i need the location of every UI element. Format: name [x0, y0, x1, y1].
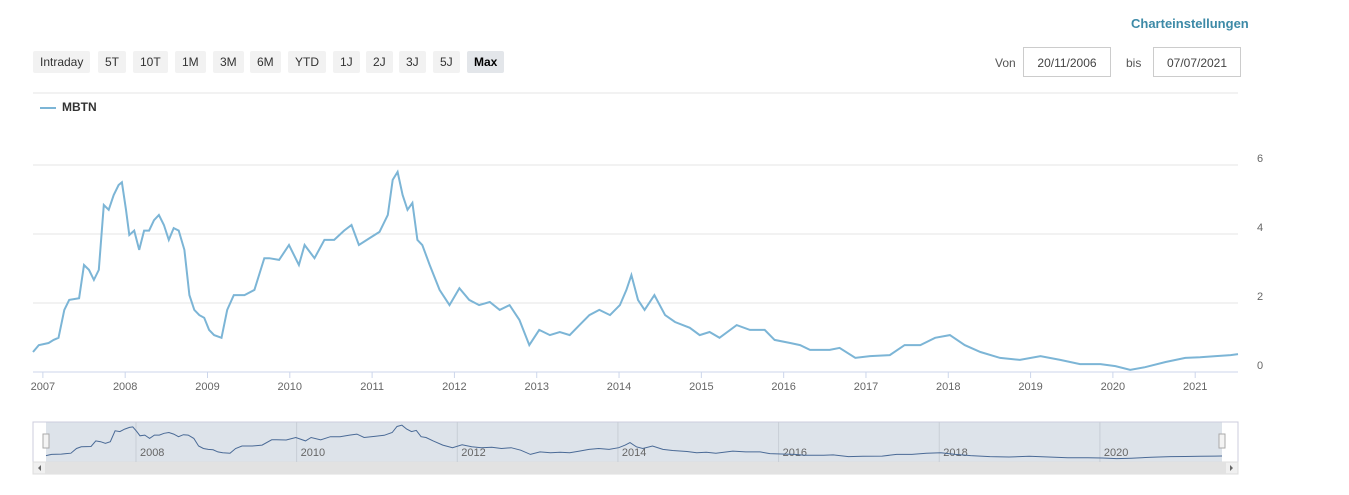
x-tick-label: 2014 — [607, 381, 631, 393]
range-button[interactable]: 1J — [333, 51, 360, 73]
navigator-tick-label: 2020 — [1104, 447, 1128, 459]
navigator-line — [45, 424, 1223, 460]
navigator-tick-label: 2008 — [140, 447, 164, 459]
navigator-tick-label: 2018 — [943, 447, 967, 459]
x-tick-label: 2007 — [31, 381, 55, 393]
range-button[interactable]: 3M — [213, 51, 244, 73]
settings-link[interactable]: Charteinstellungen — [1131, 16, 1249, 31]
range-button[interactable]: Max — [467, 51, 505, 73]
range-button[interactable]: Intraday — [33, 51, 91, 73]
x-tick-label: 2009 — [195, 381, 219, 393]
range-button[interactable]: 5T — [98, 51, 127, 73]
to-label: bis — [1126, 56, 1142, 70]
range-button[interactable]: 1M — [175, 51, 206, 73]
navigator-window[interactable] — [46, 422, 1222, 462]
scrollbar-thumb[interactable] — [45, 462, 1226, 474]
x-tick-label: 2011 — [360, 381, 384, 393]
range-button[interactable]: 2J — [366, 51, 393, 73]
x-tick-label: 2017 — [854, 381, 878, 393]
x-tick-label: 2016 — [771, 381, 795, 393]
y-tick-label: 6 — [1257, 153, 1263, 165]
from-label: Von — [995, 56, 1016, 70]
x-tick-label: 2010 — [278, 381, 302, 393]
navigator-handle[interactable] — [1218, 433, 1226, 449]
x-tick-label: 2012 — [442, 381, 466, 393]
range-button[interactable]: 3J — [399, 51, 426, 73]
series-line — [32, 169, 1239, 371]
x-tick-label: 2008 — [113, 381, 137, 393]
to-date[interactable]: 07/07/2021 — [1153, 47, 1241, 77]
x-tick-label: 2021 — [1183, 381, 1207, 393]
y-tick-label: 0 — [1257, 360, 1263, 372]
x-tick-label: 2018 — [936, 381, 960, 393]
y-tick-label: 2 — [1257, 291, 1263, 303]
navigator-tick-label: 2016 — [783, 447, 807, 459]
legend-label: MBTN — [62, 100, 97, 114]
x-tick-label: 2013 — [524, 381, 548, 393]
y-tick-label: 4 — [1257, 222, 1263, 234]
x-tick-label: 2020 — [1101, 381, 1125, 393]
navigator-tick-label: 2014 — [622, 447, 646, 459]
range-button[interactable]: YTD — [288, 51, 326, 73]
navigator-handle[interactable] — [42, 433, 50, 449]
range-button[interactable]: 6M — [250, 51, 281, 73]
navigator-tick-label: 2012 — [461, 447, 485, 459]
x-tick-label: 2019 — [1018, 381, 1042, 393]
x-tick-label: 2015 — [689, 381, 713, 393]
from-date[interactable]: 20/11/2006 — [1023, 47, 1111, 77]
range-button[interactable]: 10T — [133, 51, 168, 73]
range-button[interactable]: 5J — [433, 51, 460, 73]
navigator-tick-label: 2010 — [301, 447, 325, 459]
